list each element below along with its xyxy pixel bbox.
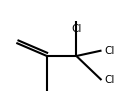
Text: Cl: Cl (71, 24, 82, 34)
Text: Cl: Cl (105, 46, 115, 56)
Text: Cl: Cl (105, 75, 115, 85)
